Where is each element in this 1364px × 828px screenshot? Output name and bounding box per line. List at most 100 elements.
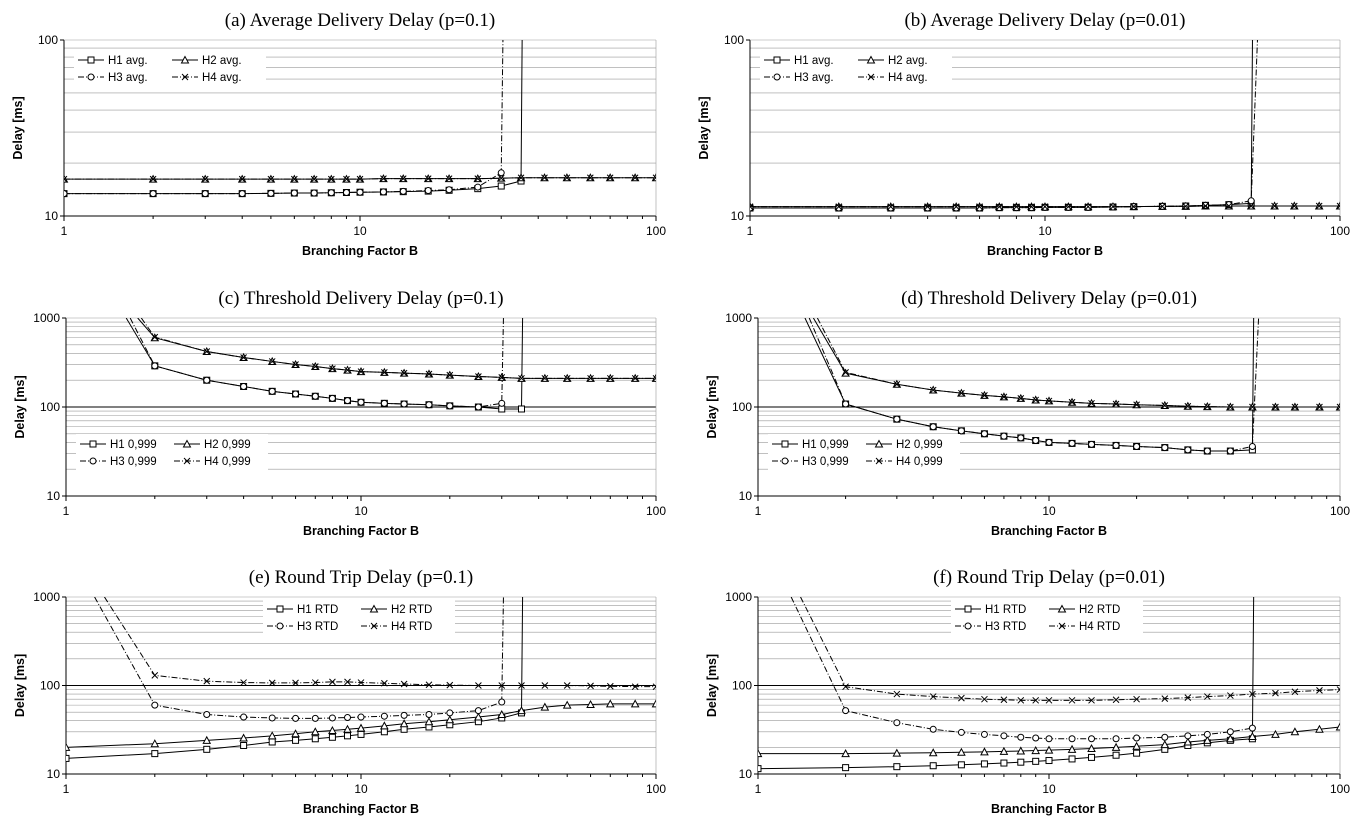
data-point: [474, 707, 482, 715]
data-point: [268, 358, 276, 365]
data-point: [344, 713, 352, 721]
data-point: [563, 374, 571, 382]
data-point: [1133, 749, 1141, 757]
data-point: [1161, 733, 1169, 741]
data-point: [563, 174, 571, 182]
data-point: [630, 699, 640, 708]
data-point: [1065, 203, 1072, 211]
data-point: [1028, 204, 1036, 212]
data-point: [1248, 724, 1256, 732]
data-point: [887, 204, 895, 212]
y-tick-label: 100: [40, 400, 60, 414]
data-point: [1032, 437, 1040, 445]
data-point: [631, 683, 639, 691]
data-point: [842, 400, 850, 408]
legend-marker: [781, 457, 789, 465]
data-point: [976, 204, 984, 212]
data-point: [1084, 203, 1092, 211]
data-point: [957, 427, 965, 435]
data-point: [1315, 202, 1323, 210]
data-point: [1203, 447, 1211, 455]
data-point: [445, 715, 455, 724]
data-point: [1182, 202, 1190, 210]
data-point: [1017, 696, 1025, 704]
data-point: [605, 699, 615, 708]
y-tick-label: 10: [739, 489, 753, 503]
data-point: [1088, 399, 1095, 407]
data-point: [380, 175, 387, 183]
data-point: [381, 679, 388, 687]
y-axis-label: Delay [ms]: [705, 375, 719, 438]
chart-title: (f) Round Trip Delay (p=0.01): [933, 567, 1165, 588]
data-point: [446, 402, 454, 410]
data-point: [1290, 202, 1298, 210]
legend: H1 0,999 H2 0,999 H3 0,999 H4 0,999: [76, 434, 268, 472]
data-point: [240, 679, 247, 686]
y-tick-label: 10: [47, 489, 61, 503]
data-point: [201, 175, 209, 183]
data-point: [1184, 732, 1192, 740]
plot-area: [66, 597, 656, 762]
data-point: [981, 695, 988, 703]
data-point: [149, 175, 157, 183]
data-point: [64, 190, 68, 198]
legend-background: [760, 50, 952, 88]
data-point: [1000, 393, 1008, 401]
data-point: [924, 204, 932, 212]
legend-label: H2 avg.: [888, 55, 928, 67]
data-point: [399, 175, 407, 183]
data-point: [1045, 735, 1053, 743]
data-point: [240, 382, 248, 390]
legend-label: H4 0,999: [896, 456, 943, 468]
legend-marker: [87, 56, 95, 64]
data-point: [1112, 441, 1120, 449]
legend-label: H4 avg.: [888, 72, 928, 84]
y-tick-label: 1000: [33, 590, 60, 604]
data-point: [203, 376, 211, 384]
data-point: [1161, 695, 1169, 703]
data-point: [497, 709, 507, 719]
data-point: [958, 389, 965, 397]
data-point: [445, 186, 453, 194]
data-point: [1012, 204, 1020, 212]
data-point: [474, 712, 483, 721]
data-point: [356, 175, 364, 183]
data-point: [606, 682, 614, 690]
data-point: [357, 368, 365, 375]
data-point: [1068, 735, 1076, 743]
data-point: [517, 174, 525, 182]
data-point: [1068, 439, 1076, 447]
data-point: [424, 717, 434, 726]
legend-marker: [1057, 604, 1067, 613]
legend-marker: [87, 73, 95, 81]
data-point: [1032, 396, 1040, 404]
data-point: [290, 189, 298, 197]
data-point: [357, 398, 365, 406]
legend-marker: [781, 440, 789, 448]
y-axis-label: Delay [ms]: [13, 654, 27, 717]
series-line-h3-avg-: [64, 40, 504, 195]
legend-marker: [89, 457, 97, 465]
data-point: [586, 174, 594, 182]
data-point: [1112, 751, 1120, 759]
x-tick-label: 100: [1330, 782, 1350, 796]
data-point: [268, 387, 276, 395]
data-point: [310, 189, 318, 197]
data-point: [268, 679, 276, 687]
data-point: [842, 764, 850, 772]
legend-background: [768, 434, 960, 472]
data-point: [1088, 753, 1096, 761]
legend-label: H3 0,999: [802, 456, 849, 468]
data-point: [342, 188, 350, 196]
data-point: [1109, 203, 1117, 211]
legend-label: H2 0,999: [896, 439, 943, 451]
series-line-h2-0-999: [137, 318, 656, 379]
data-point: [1226, 447, 1234, 455]
data-point: [399, 719, 409, 728]
data-point: [1028, 203, 1035, 211]
data-point: [929, 725, 937, 733]
data-point: [380, 712, 388, 720]
data-point: [290, 175, 298, 183]
data-point: [381, 369, 388, 376]
data-point: [518, 374, 525, 382]
